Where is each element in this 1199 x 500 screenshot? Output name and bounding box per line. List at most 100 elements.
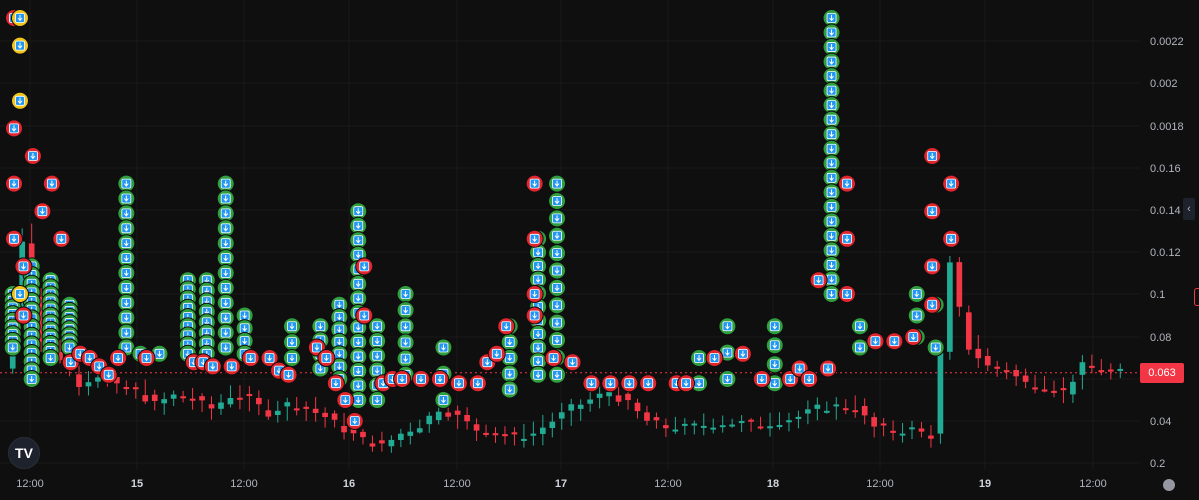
buy-marker-icon[interactable]	[349, 332, 368, 351]
sell-marker-icon[interactable]	[487, 344, 506, 363]
sell-marker-icon[interactable]	[544, 349, 563, 367]
buy-marker-icon[interactable]	[235, 332, 254, 351]
buy-marker-icon[interactable]	[548, 244, 567, 263]
buy-marker-icon[interactable]	[117, 234, 136, 253]
price-axis[interactable]: 0.0022 0.002 0.0018 0.0.16 0.0.14 0.0.12 0.1 0.…	[1150, 36, 1184, 470]
sell-marker-icon[interactable]	[14, 257, 33, 276]
buy-marker-icon[interactable]	[216, 293, 235, 312]
markers-layer[interactable]	[3, 9, 961, 430]
buy-marker-icon[interactable]	[822, 125, 841, 144]
sell-marker-icon[interactable]	[885, 332, 904, 351]
alert-marker-icon[interactable]	[11, 9, 29, 27]
sell-marker-icon[interactable]	[355, 306, 374, 325]
sell-marker-icon[interactable]	[222, 357, 241, 376]
buy-marker-icon[interactable]	[907, 285, 926, 303]
buy-marker-icon[interactable]	[548, 226, 567, 245]
buy-marker-icon[interactable]	[117, 308, 136, 327]
buy-marker-icon[interactable]	[926, 338, 945, 357]
buy-marker-icon[interactable]	[349, 361, 368, 380]
buy-marker-icon[interactable]	[765, 355, 784, 374]
sell-marker-icon[interactable]	[23, 147, 42, 165]
sell-marker-icon[interactable]	[733, 344, 752, 363]
sell-marker-icon[interactable]	[601, 374, 620, 393]
sell-marker-icon[interactable]	[838, 229, 857, 248]
sell-marker-icon[interactable]	[705, 349, 724, 367]
buy-marker-icon[interactable]	[117, 323, 136, 342]
sell-marker-icon[interactable]	[525, 306, 544, 325]
alert-marker-icon[interactable]	[11, 285, 29, 303]
buy-marker-icon[interactable]	[548, 174, 567, 193]
buy-marker-icon[interactable]	[349, 347, 368, 366]
buy-marker-icon[interactable]	[235, 306, 254, 325]
buy-marker-icon[interactable]	[311, 359, 330, 378]
sell-marker-icon[interactable]	[317, 349, 336, 367]
buy-marker-icon[interactable]	[529, 365, 548, 384]
buy-marker-icon[interactable]	[822, 285, 841, 303]
sell-marker-icon[interactable]	[923, 295, 942, 314]
sell-marker-icon[interactable]	[819, 359, 838, 378]
buy-marker-icon[interactable]	[718, 370, 737, 388]
buy-marker-icon[interactable]	[822, 270, 841, 289]
sell-marker-icon[interactable]	[942, 174, 961, 193]
buy-marker-icon[interactable]	[22, 370, 41, 388]
sell-marker-icon[interactable]	[279, 365, 298, 384]
sell-marker-icon[interactable]	[809, 271, 828, 290]
buy-marker-icon[interactable]	[822, 67, 841, 86]
sell-marker-icon[interactable]	[904, 328, 923, 346]
buy-marker-icon[interactable]	[548, 296, 567, 315]
sell-marker-icon[interactable]	[525, 229, 544, 248]
buy-marker-icon[interactable]	[822, 110, 841, 129]
sell-marker-icon[interactable]	[430, 370, 449, 388]
buy-marker-icon[interactable]	[41, 349, 60, 367]
buy-marker-icon[interactable]	[235, 319, 254, 338]
buy-marker-icon[interactable]	[349, 216, 368, 235]
sell-marker-icon[interactable]	[942, 229, 961, 248]
sell-marker-icon[interactable]	[33, 202, 52, 221]
buy-marker-icon[interactable]	[396, 333, 415, 352]
buy-marker-icon[interactable]	[282, 349, 301, 367]
buy-marker-icon[interactable]	[529, 243, 548, 262]
buy-marker-icon[interactable]	[216, 264, 235, 282]
buy-marker-icon[interactable]	[765, 336, 784, 355]
buy-marker-icon[interactable]	[850, 317, 869, 336]
buy-marker-icon[interactable]	[822, 52, 841, 71]
buy-marker-icon[interactable]	[529, 325, 548, 343]
buy-marker-icon[interactable]	[548, 365, 567, 384]
buy-marker-icon[interactable]	[282, 333, 301, 352]
buy-marker-icon[interactable]	[822, 197, 841, 216]
sell-marker-icon[interactable]	[838, 285, 857, 303]
buy-marker-icon[interactable]	[216, 278, 235, 297]
sell-marker-icon[interactable]	[923, 202, 942, 221]
sell-marker-icon[interactable]	[326, 374, 345, 393]
buy-marker-icon[interactable]	[396, 301, 415, 320]
buy-marker-icon[interactable]	[765, 317, 784, 336]
sell-marker-icon[interactable]	[137, 349, 156, 367]
sell-marker-icon[interactable]	[497, 317, 516, 336]
sell-marker-icon[interactable]	[620, 374, 639, 393]
buy-marker-icon[interactable]	[822, 183, 841, 202]
buy-marker-icon[interactable]	[349, 202, 368, 221]
sell-marker-icon[interactable]	[336, 391, 355, 409]
alert-marker-icon[interactable]	[11, 36, 29, 55]
buy-marker-icon[interactable]	[349, 376, 368, 395]
sell-marker-icon[interactable]	[563, 353, 582, 372]
buy-marker-icon[interactable]	[349, 391, 368, 409]
tradingview-logo-icon[interactable]: TV	[8, 437, 40, 469]
buy-marker-icon[interactable]	[822, 212, 841, 231]
buy-marker-icon[interactable]	[718, 317, 737, 336]
buy-marker-icon[interactable]	[548, 313, 567, 332]
sell-marker-icon[interactable]	[525, 174, 544, 193]
sell-marker-icon[interactable]	[677, 374, 696, 393]
buy-marker-icon[interactable]	[396, 285, 415, 303]
buy-marker-icon[interactable]	[282, 317, 301, 336]
buy-marker-icon[interactable]	[822, 23, 841, 42]
sell-marker-icon[interactable]	[923, 257, 942, 276]
buy-marker-icon[interactable]	[822, 38, 841, 57]
sell-marker-icon[interactable]	[412, 370, 431, 388]
buy-marker-icon[interactable]	[216, 189, 235, 208]
buy-marker-icon[interactable]	[216, 249, 235, 268]
sell-marker-icon[interactable]	[42, 174, 61, 193]
sell-marker-icon[interactable]	[14, 306, 33, 325]
